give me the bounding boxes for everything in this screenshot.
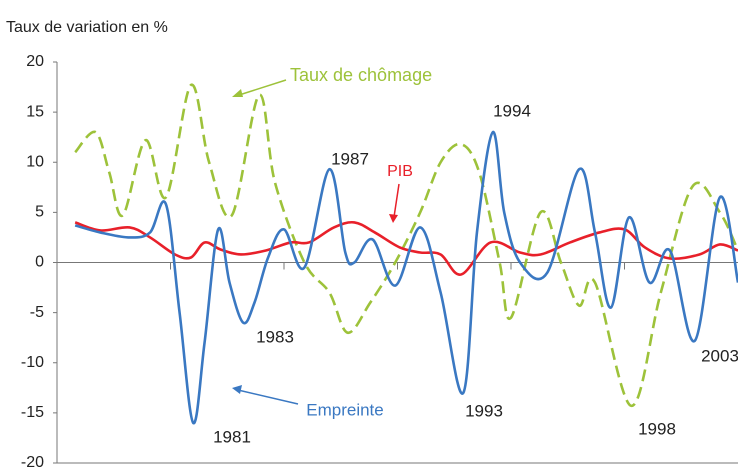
annotation: 1987 — [331, 149, 369, 168]
arrowhead — [232, 385, 242, 394]
y-tick-label: 15 — [26, 103, 44, 120]
y-tick-label: -20 — [21, 454, 44, 469]
line-series — [74, 130, 738, 425]
y-axis-label: Taux de variation en % — [6, 19, 168, 36]
y-tick-label: -5 — [30, 304, 44, 321]
arrow — [235, 79, 287, 97]
annotation: 1983 — [256, 327, 294, 346]
arrowhead — [232, 89, 243, 97]
y-tick-label: 5 — [35, 204, 44, 221]
annotation: 1993 — [465, 401, 503, 420]
arrow — [393, 183, 400, 218]
annotation: 1994 — [493, 101, 531, 120]
y-tick-label: -15 — [21, 404, 44, 421]
arrows — [232, 79, 400, 405]
y-tick-label: -10 — [21, 354, 44, 371]
line-series — [74, 220, 738, 276]
series-label: Empreinte — [306, 400, 383, 419]
y-tick-label: 10 — [26, 153, 44, 170]
y-tick-label: 20 — [26, 53, 44, 70]
arrow — [237, 389, 299, 405]
y-tick-label: 0 — [35, 254, 44, 271]
line-series — [74, 83, 738, 408]
annotation: 2003 — [701, 346, 738, 365]
series-label: Taux de chômage — [290, 65, 432, 85]
arrowhead — [389, 214, 398, 223]
annotation: 1981 — [213, 427, 251, 446]
annotation: 1998 — [638, 419, 676, 438]
series-label: PIB — [387, 163, 413, 180]
